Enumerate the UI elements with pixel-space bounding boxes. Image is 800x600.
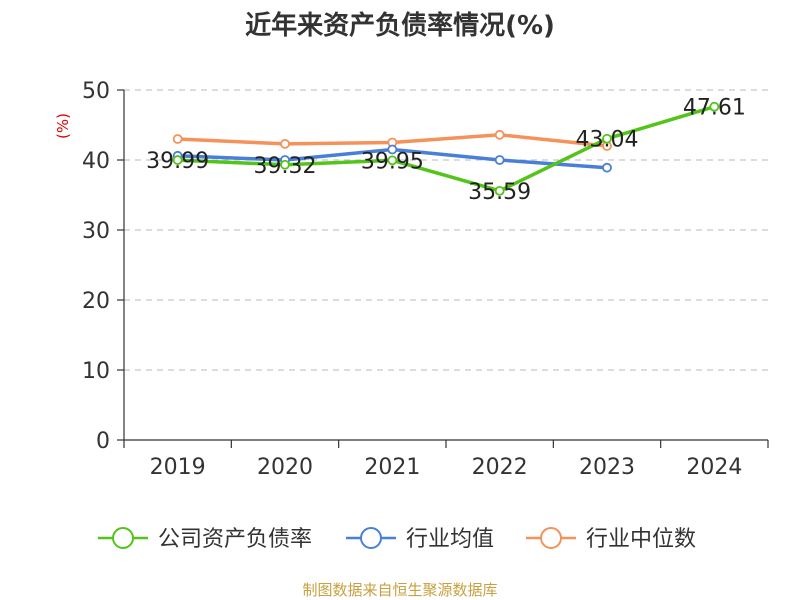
data-point	[602, 133, 612, 144]
data-point	[172, 155, 183, 165]
data-point	[172, 134, 183, 144]
y-tick-label: 50	[82, 79, 110, 104]
data-point	[494, 185, 505, 196]
y-tick-label: 40	[82, 149, 110, 174]
legend-marker	[540, 527, 562, 549]
x-tick-label: 2020	[257, 455, 313, 480]
series-line	[177, 105, 715, 193]
data-label: 39.95	[361, 149, 424, 174]
series-0	[172, 101, 720, 196]
x-tick-label: 2021	[364, 455, 420, 480]
x-tick-label: 2019	[150, 455, 206, 480]
data-point	[387, 144, 398, 155]
data-point	[494, 155, 505, 165]
series-layer	[172, 101, 720, 196]
data-point	[387, 155, 398, 166]
data-point	[709, 101, 720, 112]
y-axis-label: (%)	[54, 113, 72, 139]
data-label: 43.04	[576, 128, 639, 153]
axes: 0 10 20 30 40 50 2019 2020 2021 2022 2023 2024	[82, 79, 769, 480]
grid-lines	[124, 89, 768, 371]
x-tick-label: 2022	[472, 455, 528, 480]
x-tick-label: 2024	[686, 455, 742, 480]
legend-item-0: 公司资产负债率	[98, 527, 312, 552]
data-label: 39.32	[254, 154, 317, 179]
y-tick-label: 0	[96, 429, 110, 454]
data-labels: 39.99 39.32 39.95 35.59 43.04 47.61	[146, 96, 746, 205]
legend-marker	[112, 527, 134, 549]
legend: 公司资产负债率 行业均值 行业中位数	[98, 527, 696, 552]
y-tick-label: 10	[82, 359, 110, 384]
legend-item-2: 行业中位数	[526, 527, 696, 552]
chart-title: 近年来资产负债率情况(%)	[245, 10, 555, 41]
y-tick-label: 30	[82, 219, 110, 244]
data-point	[494, 129, 505, 140]
data-point	[602, 162, 612, 173]
data-label: 39.99	[146, 149, 209, 174]
data-point	[280, 138, 290, 149]
legend-label: 行业中位数	[586, 527, 696, 552]
data-label: 47.61	[683, 96, 746, 121]
data-label: 35.59	[468, 180, 531, 205]
data-point	[280, 159, 290, 170]
x-tick-label: 2023	[579, 455, 635, 480]
legend-marker	[360, 527, 382, 549]
legend-label: 公司资产负债率	[158, 527, 312, 552]
legend-label: 行业均值	[406, 527, 494, 552]
data-source-note: 制图数据来自恒生聚源数据库	[302, 581, 497, 599]
y-tick-label: 20	[82, 289, 110, 314]
legend-item-1: 行业均值	[346, 527, 494, 552]
